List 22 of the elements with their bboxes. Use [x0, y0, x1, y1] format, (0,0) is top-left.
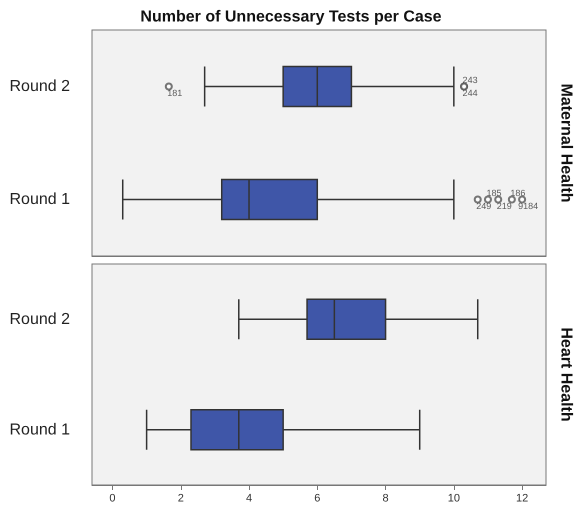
y-tick-label: Round 2	[10, 310, 70, 328]
x-tick-label: 8	[382, 492, 389, 504]
chart-title: Number of Unnecessary Tests per Case	[140, 8, 442, 26]
annotation: 249	[476, 201, 492, 212]
x-tick-label: 10	[448, 492, 460, 504]
y2-axis-title: Maternal Health	[558, 83, 574, 203]
annotation: 186	[510, 188, 526, 198]
x-tick-label: 2	[178, 492, 184, 504]
x-tick-label: 6	[314, 492, 320, 504]
annotation: 185	[486, 188, 502, 198]
y-tick-label: Round 2	[10, 78, 70, 95]
annotation: 243	[462, 74, 478, 85]
annotation: 181	[167, 88, 182, 98]
x-tick-label: 12	[516, 492, 528, 504]
x-tick-label: 4	[246, 492, 252, 504]
x-tick-label: 0	[109, 492, 116, 504]
annotation: 219	[496, 201, 512, 212]
y2-axis-title: Heart Health	[558, 327, 574, 422]
annotation: 9184	[518, 201, 538, 212]
y-tick-label: Round 1	[10, 191, 70, 208]
y-tick-label: Round 1	[10, 421, 70, 438]
annotation: 244	[462, 88, 478, 98]
